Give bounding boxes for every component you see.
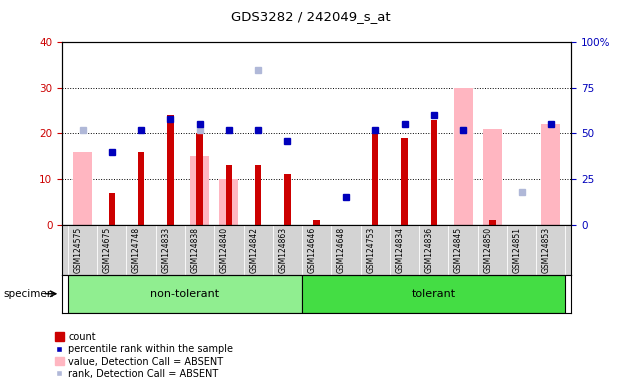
Text: GSM124753: GSM124753: [366, 227, 375, 273]
Legend: count, percentile rank within the sample, value, Detection Call = ABSENT, rank, : count, percentile rank within the sample…: [55, 332, 233, 379]
Bar: [302, 275, 566, 313]
Text: GSM124842: GSM124842: [249, 227, 258, 273]
Text: GSM124850: GSM124850: [483, 227, 492, 273]
Bar: [453, 88, 473, 225]
Bar: [138, 152, 144, 225]
Text: GDS3282 / 242049_s_at: GDS3282 / 242049_s_at: [230, 10, 391, 23]
Text: GSM124646: GSM124646: [308, 227, 317, 273]
Bar: [255, 166, 261, 225]
Bar: [219, 179, 238, 225]
Text: GSM124836: GSM124836: [425, 227, 434, 273]
Bar: [73, 152, 92, 225]
Bar: [284, 174, 291, 225]
Text: specimen: specimen: [3, 289, 53, 299]
Bar: [489, 220, 496, 225]
Text: GSM124648: GSM124648: [337, 227, 346, 273]
Text: tolerant: tolerant: [412, 289, 456, 299]
Text: non-tolerant: non-tolerant: [150, 289, 220, 299]
Text: GSM124863: GSM124863: [278, 227, 288, 273]
Bar: [190, 156, 209, 225]
Text: GSM124575: GSM124575: [73, 227, 83, 273]
Text: GSM124840: GSM124840: [220, 227, 229, 273]
Bar: [196, 134, 203, 225]
Text: GSM124834: GSM124834: [396, 227, 404, 273]
Text: GSM124748: GSM124748: [132, 227, 141, 273]
Bar: [430, 120, 437, 225]
Text: GSM124838: GSM124838: [191, 227, 199, 273]
Text: GSM124851: GSM124851: [512, 227, 522, 273]
Bar: [483, 129, 502, 225]
Bar: [109, 193, 115, 225]
Text: GSM124675: GSM124675: [103, 227, 112, 273]
Bar: [167, 115, 174, 225]
Text: GSM124853: GSM124853: [542, 227, 551, 273]
Bar: [68, 275, 302, 313]
Bar: [542, 124, 560, 225]
Bar: [225, 166, 232, 225]
Bar: [314, 220, 320, 225]
Bar: [401, 138, 408, 225]
Text: GSM124833: GSM124833: [161, 227, 170, 273]
Text: GSM124845: GSM124845: [454, 227, 463, 273]
Bar: [372, 129, 378, 225]
